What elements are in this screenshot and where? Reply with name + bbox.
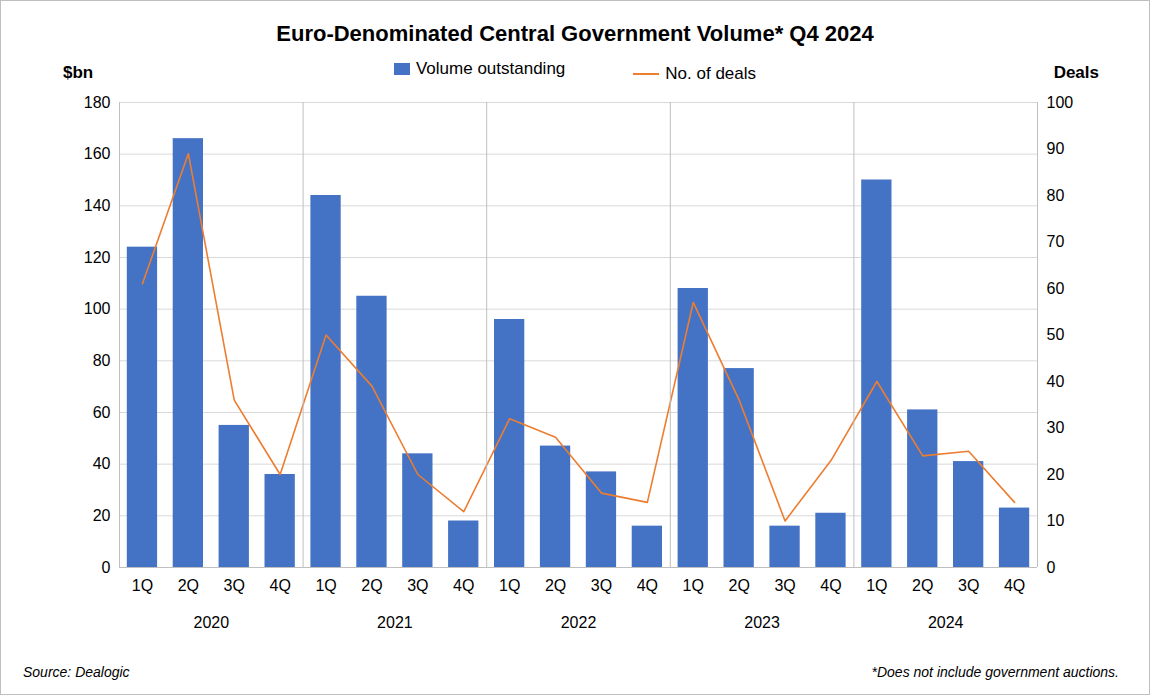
svg-text:2Q: 2Q [912,577,933,594]
svg-text:4Q: 4Q [637,577,658,594]
svg-text:90: 90 [1047,140,1065,157]
svg-text:2Q: 2Q [361,577,382,594]
svg-text:2021: 2021 [377,614,413,631]
svg-text:20: 20 [93,507,111,524]
svg-text:1Q: 1Q [683,577,704,594]
svg-text:2020: 2020 [194,614,230,631]
svg-text:10: 10 [1047,512,1065,529]
html-text:No. of deals: No. of deals [665,64,756,83]
svg-text:2022: 2022 [561,614,597,631]
svg-text:30: 30 [1047,419,1065,436]
svg-text:40: 40 [93,455,111,472]
svg-text:1Q: 1Q [132,577,153,594]
svg-text:140: 140 [84,197,111,214]
svg-text:80: 80 [1047,187,1065,204]
svg-text:2Q: 2Q [545,577,566,594]
svg-text:0: 0 [1047,559,1056,576]
svg-text:4Q: 4Q [453,577,474,594]
html-text:Euro-Denominated Central Gover: Euro-Denominated Central Government Volu… [276,21,874,46]
svg-text:1Q: 1Q [315,577,336,594]
svg-text:3Q: 3Q [958,577,979,594]
svg-text:1Q: 1Q [499,577,520,594]
svg-text:20: 20 [1047,466,1065,483]
svg-text:0: 0 [102,559,111,576]
svg-text:160: 160 [84,145,111,162]
svg-text:3Q: 3Q [224,577,245,594]
svg-text:60: 60 [93,404,111,421]
svg-text:4Q: 4Q [820,577,841,594]
svg-text:2Q: 2Q [178,577,199,594]
svg-text:120: 120 [84,249,111,266]
svg-text:4Q: 4Q [269,577,290,594]
svg-text:60: 60 [1047,280,1065,297]
html-text:Deals: Deals [1053,63,1099,82]
svg-text:3Q: 3Q [774,577,795,594]
svg-text:70: 70 [1047,233,1065,250]
svg-text:80: 80 [93,352,111,369]
svg-text:2024: 2024 [928,614,964,631]
html-text:$bn: $bn [63,63,94,82]
svg-text:1Q: 1Q [866,577,887,594]
svg-text:3Q: 3Q [407,577,428,594]
svg-text:40: 40 [1047,373,1065,390]
svg-text:3Q: 3Q [591,577,612,594]
svg-text:50: 50 [1047,326,1065,343]
html-text:Volume outstanding: Volume outstanding [416,59,566,78]
svg-text:2023: 2023 [744,614,780,631]
html-text:*Does not include government a: *Does not include government auctions. [871,664,1119,680]
svg-text:100: 100 [1047,94,1074,111]
svg-text:4Q: 4Q [1004,577,1025,594]
svg-text:100: 100 [84,300,111,317]
html-text:Source: Dealogic: Source: Dealogic [23,664,130,680]
svg-text:2Q: 2Q [728,577,749,594]
svg-text:180: 180 [84,94,111,111]
